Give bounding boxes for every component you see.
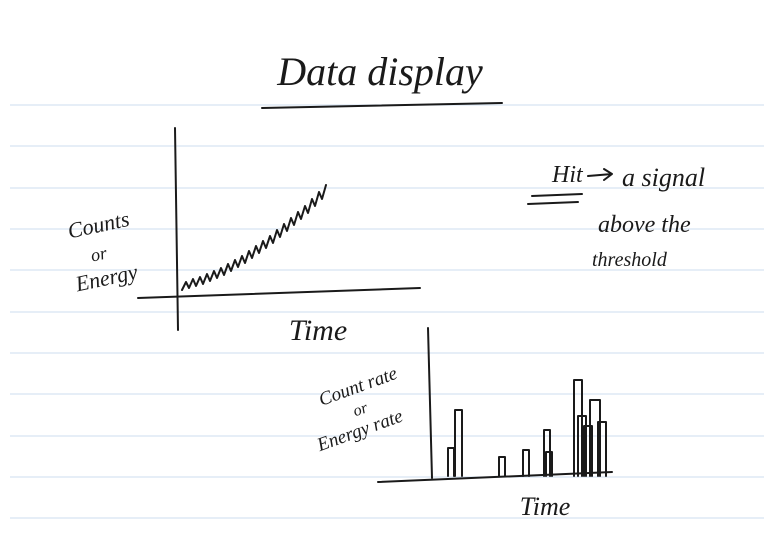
term-underline [528,202,578,204]
y-label-line: or [89,242,110,265]
arrow [588,169,612,180]
x-axis [138,288,420,298]
term-underline [532,194,582,196]
title: Data display [276,49,483,94]
sketch-2: Count rate or Energy rate Time [314,328,612,521]
sketch-curve [182,185,326,290]
definition-line: a signal [622,163,705,192]
term: Hit [551,162,584,188]
sketch-1: Counts or Energy Time [65,128,420,347]
hit-note: Hit a signal above the threshold [528,162,705,271]
x-label: Time [520,492,571,521]
note-page: Data display Counts or Energy Time Hit a… [0,0,764,558]
definition-line: threshold [592,249,668,271]
x-label: Time [289,314,347,347]
y-label-line: Counts [65,206,131,243]
definition-line: above the [598,212,691,238]
y-axis [428,328,432,478]
y-label-line: Energy [72,259,140,297]
